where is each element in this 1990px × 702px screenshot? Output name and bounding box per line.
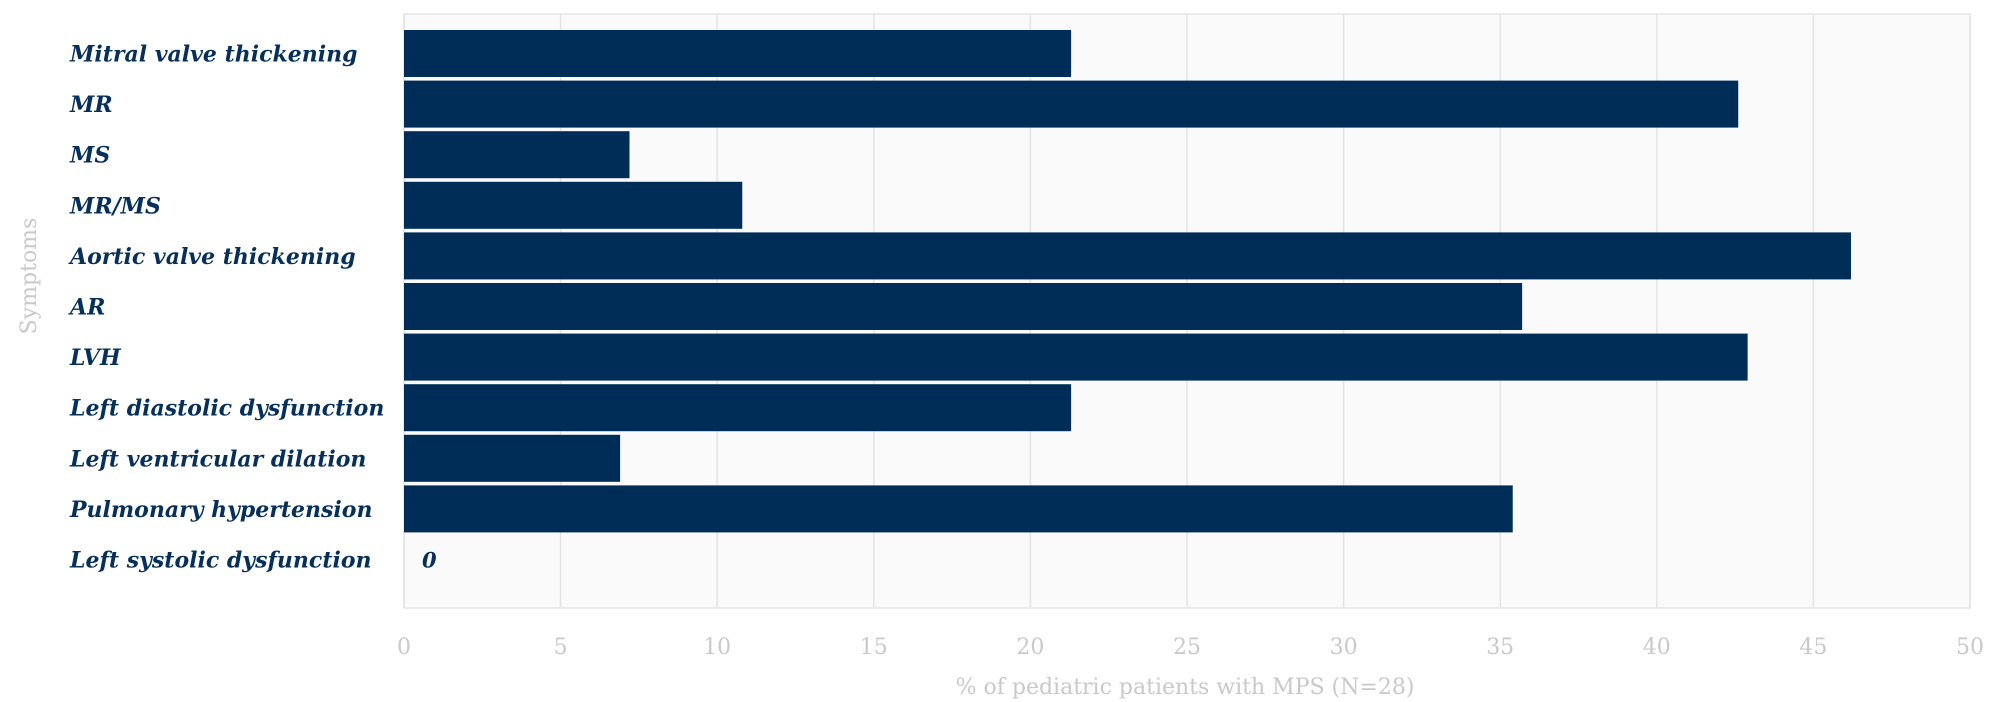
bar [404, 283, 1523, 330]
x-tick-label: 5 [554, 635, 568, 660]
category-label: Pulmonary hypertension [69, 497, 372, 523]
bar [404, 30, 1072, 77]
x-axis-title: % of pediatric patients with MPS (N=28) [956, 675, 1415, 700]
x-tick-label: 30 [1330, 635, 1358, 660]
x-tick-label: 0 [397, 635, 411, 660]
bars [404, 30, 1851, 533]
category-label: Aortic valve thickening [68, 244, 356, 270]
category-label: Left diastolic dysfunction [69, 396, 384, 422]
category-label: Left ventricular dilation [69, 446, 366, 472]
bar [404, 434, 621, 482]
x-tick-label: 35 [1486, 635, 1514, 660]
category-label: Left systolic dysfunction [69, 548, 372, 574]
category-label: Mitral valve thickening [69, 42, 357, 68]
bar [404, 384, 1072, 432]
x-tick-label: 45 [1799, 635, 1827, 660]
category-label: MR [69, 92, 113, 118]
data-labels: 0 [422, 548, 437, 573]
bar [404, 333, 1748, 381]
bar [404, 181, 743, 229]
category-label: MR/MS [69, 193, 161, 219]
x-tick-label: 40 [1643, 635, 1671, 660]
bar [404, 131, 630, 179]
y-axis-title: Symptoms [17, 218, 42, 335]
category-label: LVH [69, 345, 122, 371]
category-label: AR [68, 295, 105, 321]
x-tick-labels: 0 5 10 15 20 25 30 35 40 45 50 [397, 635, 1984, 660]
x-tick-label: 15 [860, 635, 888, 660]
bar [404, 485, 1513, 533]
bar [404, 80, 1739, 128]
bar [404, 232, 1851, 280]
x-tick-label: 10 [703, 635, 731, 660]
category-labels: Mitral valve thickening MR MS MR/MS Aortic v… [68, 42, 384, 574]
x-tick-label: 20 [1016, 635, 1044, 660]
category-label: MS [69, 143, 110, 169]
data-label: 0 [422, 548, 437, 573]
x-tick-label: 50 [1956, 635, 1984, 660]
x-tick-label: 25 [1173, 635, 1201, 660]
